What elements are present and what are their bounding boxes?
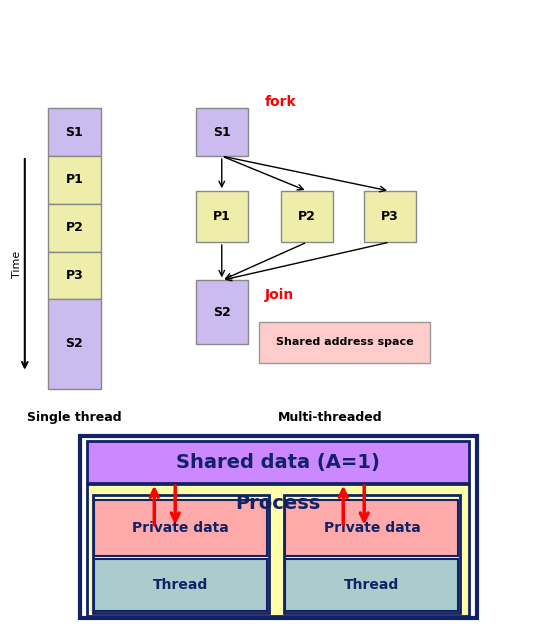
- Bar: [281, 191, 333, 242]
- Text: Shared address space: Shared address space: [276, 338, 413, 347]
- Bar: [284, 495, 460, 613]
- Text: Thread: Thread: [153, 578, 208, 592]
- Text: Private data: Private data: [323, 521, 420, 535]
- Bar: [94, 500, 267, 556]
- Bar: [285, 500, 458, 556]
- Text: Private data: Private data: [132, 521, 229, 535]
- Bar: [94, 559, 267, 611]
- Text: P3: P3: [381, 210, 399, 223]
- Bar: [87, 484, 469, 616]
- Text: S1: S1: [213, 125, 231, 139]
- Bar: [285, 559, 458, 611]
- Text: S1: S1: [66, 125, 83, 139]
- Bar: [48, 108, 100, 156]
- Text: S2: S2: [66, 338, 83, 350]
- Text: P2: P2: [66, 221, 83, 234]
- Bar: [48, 252, 100, 299]
- Bar: [48, 299, 100, 389]
- Text: P1: P1: [213, 210, 231, 223]
- Text: fork: fork: [264, 95, 296, 109]
- Text: Single thread: Single thread: [27, 411, 122, 424]
- Text: Time: Time: [12, 251, 21, 278]
- Bar: [87, 441, 469, 483]
- Bar: [196, 191, 248, 242]
- Bar: [196, 108, 248, 156]
- Text: S2: S2: [213, 306, 231, 318]
- Bar: [259, 322, 430, 363]
- Bar: [48, 204, 100, 252]
- Text: P1: P1: [66, 173, 83, 187]
- Text: Process: Process: [236, 494, 321, 513]
- Bar: [364, 191, 416, 242]
- Text: Multi-threaded: Multi-threaded: [278, 411, 383, 424]
- Bar: [48, 156, 100, 204]
- Text: Thread: Thread: [344, 578, 399, 592]
- Bar: [93, 495, 269, 613]
- Text: Join: Join: [264, 288, 294, 302]
- Text: Shared data (A=1): Shared data (A=1): [176, 453, 380, 471]
- Text: P3: P3: [66, 269, 83, 282]
- Bar: [80, 436, 477, 618]
- Text: P2: P2: [298, 210, 316, 223]
- Bar: [196, 280, 248, 344]
